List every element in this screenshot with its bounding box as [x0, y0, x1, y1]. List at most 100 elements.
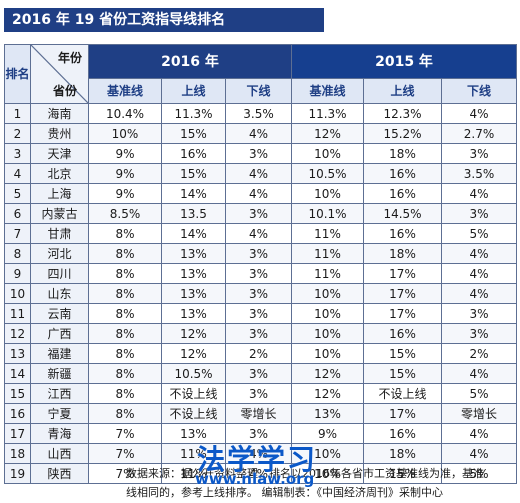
upper-2016-cell: 16%: [161, 143, 226, 164]
upper-2015-cell: 16%: [363, 223, 443, 244]
baseline-2015-cell: 12%: [291, 123, 365, 144]
lower-2015-cell: 3%: [441, 143, 518, 164]
baseline-2015-cell: 10%: [291, 283, 365, 304]
province-cell: 天津: [30, 143, 89, 164]
baseline-2015-cell: 10%: [291, 323, 365, 344]
baseline-2016-cell: 9%: [88, 163, 162, 184]
rank-header-label: 排名: [5, 66, 30, 81]
table-row: 7 甘肃 8% 14% 4% 11% 16% 5%: [4, 223, 518, 244]
lower-2015-cell: 5%: [441, 463, 518, 484]
footnote-line-1: 数据来源：据公开资料整理，排名以2016年各省市工资基准线为准，基准: [126, 467, 484, 480]
table-row: 15 江西 8% 不设上线 3% 12% 不设上线 5%: [4, 383, 518, 404]
lower-2015-cell: 5%: [441, 383, 518, 404]
baseline-2015-cell: 10.1%: [291, 203, 365, 224]
table-row: 12 广西 8% 12% 3% 10% 16% 3%: [4, 323, 518, 344]
upper-2015-cell: 14.5%: [363, 203, 443, 224]
lower-2016-cell: 3%: [224, 363, 293, 384]
province-cell: 内蒙古: [30, 203, 89, 224]
lower-2016-cell: 3%: [224, 143, 293, 164]
upper-2016-cell: 不设上线: [161, 383, 226, 404]
lower-2016-cell: 3%: [224, 303, 293, 324]
table-row: 18 山西 7% 11% 4% 10% 18% 4%: [4, 443, 518, 464]
lower-2016-cell: 3%: [224, 243, 293, 264]
province-cell: 广西: [30, 323, 89, 344]
province-cell: 云南: [30, 303, 89, 324]
baseline-2015-cell: 11.3%: [291, 103, 365, 124]
upper-2016-cell: 13%: [161, 283, 226, 304]
lower-2016-cell: 3%: [224, 203, 293, 224]
lower-2015-cell: 4%: [441, 283, 518, 304]
upper-2015-cell: 不设上线: [363, 383, 443, 404]
upper-2016-cell: 11.3%: [161, 103, 226, 124]
upper-2016-cell: 11%: [161, 443, 226, 464]
baseline-2016-cell: 9%: [88, 143, 162, 164]
rank-cell: 4: [4, 163, 31, 184]
baseline-2016-cell: 8%: [88, 243, 162, 264]
lower-2015-cell: 5%: [441, 223, 518, 244]
baseline-2015-cell: 10.5%: [291, 163, 365, 184]
lower-2015-cell: 3%: [441, 323, 518, 344]
province-cell: 贵州: [30, 123, 89, 144]
baseline-2015-cell: 11%: [291, 223, 365, 244]
subheader-2016-upper: 上线: [161, 77, 226, 105]
rank-cell: 13: [4, 343, 31, 364]
upper-2016-cell: 15%: [161, 163, 226, 184]
baseline-2016-cell: 8.5%: [88, 203, 162, 224]
upper-2015-cell: 16%: [363, 163, 443, 184]
upper-2016-cell: 13%: [161, 303, 226, 324]
province-cell: 山东: [30, 283, 89, 304]
year-axis-label: 年份: [57, 51, 82, 65]
upper-2015-cell: 17%: [363, 263, 443, 284]
lower-2016-cell: 4%: [224, 183, 293, 204]
subheader-2015-lower: 下线: [441, 77, 518, 105]
subheader-2015-baseline: 基准线: [291, 77, 365, 105]
rank-cell: 12: [4, 323, 31, 344]
baseline-2015-cell: 11%: [291, 263, 365, 284]
subheader-2016-lower: 下线: [224, 77, 293, 105]
table-row: 2 贵州 10% 15% 4% 12% 15.2% 2.7%: [4, 123, 518, 144]
table-row: 13 福建 8% 12% 2% 10% 15% 2%: [4, 343, 518, 364]
upper-2016-cell: 不设上线: [161, 403, 226, 424]
rank-cell: 11: [4, 303, 31, 324]
diagonal-header-cell: 年份 省份: [30, 44, 89, 104]
province-cell: 甘肃: [30, 223, 89, 244]
footnote-line-2: 线相同的，参考上线排序。 编辑制表：《中国经济周刊》采制中心: [126, 486, 443, 499]
province-cell: 福建: [30, 343, 89, 364]
baseline-2016-cell: 9%: [88, 183, 162, 204]
baseline-2015-cell: 9%: [291, 423, 365, 444]
lower-2016-cell: 3%: [224, 323, 293, 344]
table-row: 14 新疆 8% 10.5% 3% 12% 15% 4%: [4, 363, 518, 384]
rank-cell: 6: [4, 203, 31, 224]
lower-2015-cell: 4%: [441, 363, 518, 384]
baseline-2015-cell: 10%: [291, 463, 365, 484]
upper-2015-cell: 17%: [363, 403, 443, 424]
baseline-2016-cell: 8%: [88, 263, 162, 284]
upper-2015-cell: 16%: [363, 183, 443, 204]
year-2015-label: 2015 年: [375, 54, 433, 71]
province-cell: 海南: [30, 103, 89, 124]
rank-cell: 7: [4, 223, 31, 244]
lower-2016-cell: 4%: [224, 223, 293, 244]
lower-2016-cell: 4%: [224, 443, 293, 464]
lower-2016-cell: 4%: [224, 463, 293, 484]
rank-cell: 1: [4, 103, 31, 124]
lower-2016-cell: 3.5%: [224, 103, 293, 124]
baseline-2015-cell: 11%: [291, 243, 365, 264]
upper-2015-cell: 16%: [363, 423, 443, 444]
table-row: 10 山东 8% 13% 3% 10% 17% 4%: [4, 283, 518, 304]
baseline-2016-cell: 8%: [88, 283, 162, 304]
year-2016-label: 2016 年: [161, 54, 219, 71]
lower-2015-cell: 2%: [441, 343, 518, 364]
year-2015-header: 2015 年: [291, 44, 518, 79]
baseline-2015-cell: 10%: [291, 303, 365, 324]
table-row: 9 四川 8% 13% 3% 11% 17% 4%: [4, 263, 518, 284]
baseline-2016-cell: 7%: [88, 463, 162, 484]
lower-2016-cell: 零增长: [224, 403, 293, 424]
province-cell: 四川: [30, 263, 89, 284]
rank-cell: 9: [4, 263, 31, 284]
upper-2015-cell: 15%: [363, 463, 443, 484]
table-row: 17 青海 7% 13% 3% 9% 16% 4%: [4, 423, 518, 444]
lower-2016-cell: 3%: [224, 263, 293, 284]
lower-2015-cell: 2.7%: [441, 123, 518, 144]
baseline-2016-cell: 10%: [88, 123, 162, 144]
